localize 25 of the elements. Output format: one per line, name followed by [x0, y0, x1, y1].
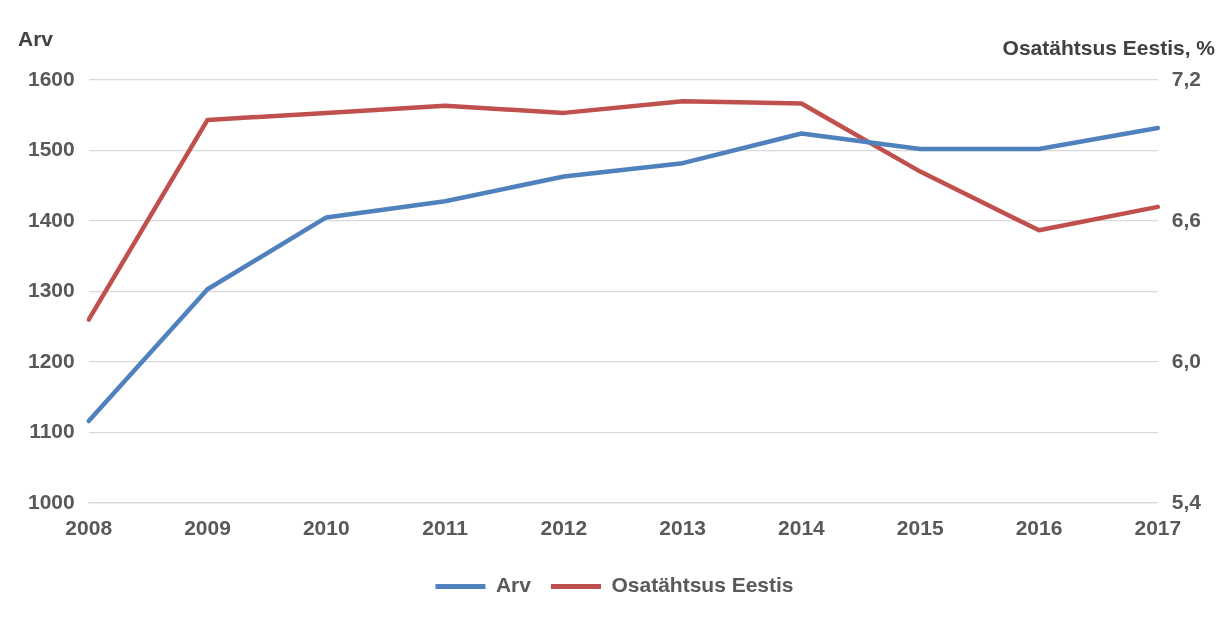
- legend-label: Osatähtsus Eestis: [611, 573, 794, 597]
- y-tick-label: 1400: [28, 207, 75, 231]
- y2-axis-title: Osatähtsus Eestis, %: [1002, 36, 1216, 59]
- y2-tick-label: 6,0: [1171, 348, 1202, 372]
- y2-tick-label: 7,2: [1171, 66, 1202, 90]
- y-axis-title: Arv: [18, 27, 54, 50]
- y-tick-label: 1000: [28, 489, 75, 513]
- y-tick-label: 1100: [29, 419, 75, 443]
- y-tick-label: 1300: [28, 278, 75, 302]
- x-tick-label: 2013: [659, 516, 707, 540]
- y-tick-label: 1600: [28, 66, 75, 90]
- y2-tick-label: 6,6: [1171, 207, 1202, 231]
- x-tick-label: 2010: [302, 516, 350, 540]
- x-tick-label: 2017: [1134, 516, 1182, 540]
- x-tick-label: 2016: [1015, 516, 1063, 540]
- x-tick-label: 2012: [540, 516, 588, 540]
- y-tick-label: 1500: [28, 137, 75, 161]
- x-tick-label: 2009: [184, 516, 231, 540]
- x-tick-label: 2015: [896, 516, 944, 540]
- x-tick-label: 2011: [422, 516, 469, 540]
- legend-label: Arv: [495, 573, 532, 597]
- y2-tick-label: 5,4: [1171, 489, 1202, 513]
- x-tick-label: 2008: [65, 516, 113, 540]
- y-tick-label: 1200: [28, 348, 75, 372]
- x-tick-label: 2014: [778, 516, 826, 540]
